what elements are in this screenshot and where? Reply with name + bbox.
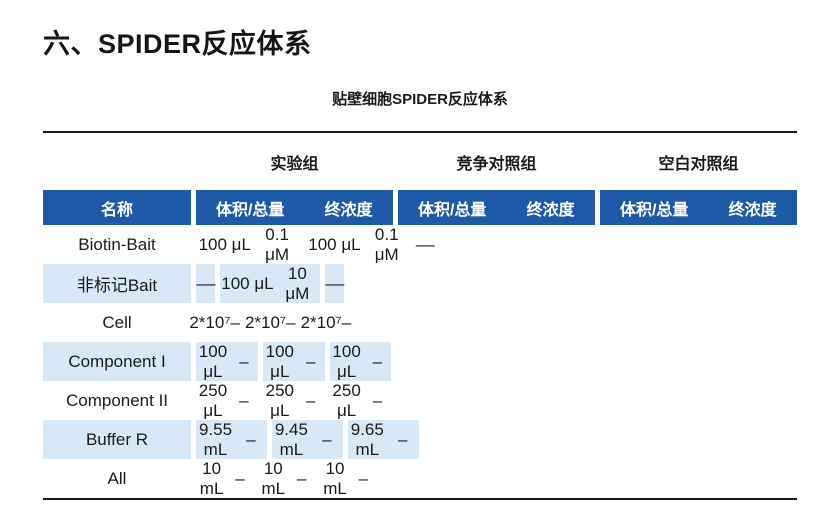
row-6-group-0: 10 mL – [196,459,253,498]
row-name: Component I [43,342,191,381]
cell-volume: 100 μL [308,234,361,254]
row-3-group-1: 100 μL – [262,341,325,381]
cell-concentration: – [286,312,296,332]
col-header-volume: 体积/总量 [398,190,507,225]
col-header-volume: 体积/总量 [196,190,305,225]
cell-concentration: – [305,390,316,410]
cell-volume: – [325,273,335,293]
cell-concentration: – [341,312,352,332]
cell-concentration: – [235,468,245,488]
cell-concentration: – [398,429,408,449]
cell-concentration: – [239,390,249,410]
table-row: Component I 100 μL –100 μL –100 μL – [43,342,797,381]
cell-concentration: – [305,351,316,371]
cell-concentration: – [322,429,332,449]
cell-concentration: – [358,468,369,488]
row-0-group-1: 100 μL 0.1 μM [306,225,411,264]
cell-concentration: – [425,234,435,254]
cell-volume: 100 μL [332,341,361,381]
row-4-group-1: 250 μL – [263,381,325,420]
row-1-group-2: – – [324,264,345,303]
row-5-group-0: 9.55 mL – [196,420,267,459]
table-row: 非标记Bait – –100 μL 10 μM – – [43,264,797,303]
cell-volume: 100 μL [221,273,274,293]
cell-volume: 100 μL [198,341,228,381]
cell-volume: 2*10⁷ [244,312,287,332]
cell-volume: 9.65 mL [350,419,384,459]
cell-concentration: 0.1 μM [265,224,290,264]
row-0-group-0: 100 μL 0.1 μM [196,225,301,264]
cell-volume: 250 μL [265,380,294,420]
cell-concentration: – [205,273,216,293]
row-0-group-2: – – [415,225,435,264]
col-header-concentration: 终浓度 [708,190,797,225]
cell-volume: 9.55 mL [198,419,233,459]
cell-volume: – [196,273,206,293]
row-3-group-0: 100 μL – [196,342,258,381]
row-name: Cell [102,312,132,332]
table-caption: 贴壁细胞SPIDER反应体系 [332,91,508,108]
row-2-group-0: 2*10⁷ – [189,303,247,342]
column-header-row: 名称 体积/总量 终浓度 体积/总量 终浓度 体积/总量 终浓度 [43,190,797,225]
row-5-group-2: 9.65 mL – [347,419,419,459]
row-2-group-2: 2*10⁷ – [300,303,358,342]
table-row: All 10 mL –10 mL –10 mL – [43,459,797,498]
cell-concentration: – [246,429,256,449]
cell-volume: 250 μL [198,380,228,420]
group-0-subheaders: 体积/总量 终浓度 [196,190,393,225]
cell-volume: 10 mL [199,458,224,498]
group-1-subheaders: 体积/总量 终浓度 [398,190,595,225]
table-top-rule [43,131,797,133]
page-title: 六、SPIDER反应体系 [43,29,312,59]
row-name: Buffer R [43,420,191,459]
cell-volume: 10 mL [261,458,286,498]
row-6-group-2: 10 mL – [319,459,376,498]
group-2-subheaders: 体积/总量 终浓度 [600,190,797,225]
table-row: Buffer R 9.55 mL –9.45 mL –9.65 mL – [43,420,797,459]
cell-volume: 9.45 mL [274,419,308,459]
group-header-2: 空白对照组 [658,155,739,173]
group-header-row: 实验组 竞争对照组 空白对照组 [43,133,797,190]
cell-concentration: 10 μM [285,263,310,303]
row-4-group-0: 250 μL – [196,381,258,420]
row-1-group-1: 100 μL 10 μM [219,263,320,303]
table-body: Biotin-Bait 100 μL 0.1 μM 100 μL 0.1 μM – – 非标记… [43,225,797,498]
cell-concentration: – [372,351,383,371]
row-1-group-0: – – [196,264,215,303]
cell-volume: 100 μL [198,234,251,254]
row-4-group-2: 250 μL – [330,381,392,420]
row-2-group-1: 2*10⁷ – [244,303,303,342]
cell-concentration: 0.1 μM [374,224,399,264]
table-row: Component II 250 μL –250 μL –250 μL – [43,381,797,420]
table-bottom-rule [43,498,797,500]
cell-volume: 100 μL [265,341,294,381]
cell-concentration: – [296,468,307,488]
row-name: 非标记Bait [43,264,191,303]
row-3-group-2: 100 μL – [329,341,392,381]
cell-concentration: – [239,351,249,371]
col-header-concentration: 终浓度 [304,190,393,225]
row-name: Component II [65,390,169,410]
row-6-group-1: 10 mL – [258,459,315,498]
reaction-system-table: 贴壁细胞SPIDER反应体系 实验组 竞争对照组 空白对照组 名称 体积/总量 终浓度体… [43,88,797,500]
cell-concentration: – [334,273,345,293]
table-row: Biotin-Bait 100 μL 0.1 μM 100 μL 0.1 μM – – [43,225,797,264]
cell-volume: 10 mL [323,458,347,498]
row-name: All [107,468,127,488]
cell-concentration: – [230,312,240,332]
col-header-name: 名称 [43,190,191,225]
row-name: Biotin-Bait [78,234,156,254]
table-row: Cell 2*10⁷ –2*10⁷ –2*10⁷ – [43,303,797,342]
cell-concentration: – [372,390,383,410]
row-5-group-1: 9.45 mL – [271,419,343,459]
cell-volume: – [415,234,426,254]
cell-volume: 2*10⁷ [189,312,231,332]
cell-volume: 2*10⁷ [300,312,342,332]
col-header-volume: 体积/总量 [600,190,709,225]
group-header-1: 竞争对照组 [456,155,537,173]
col-header-concentration: 终浓度 [506,190,595,225]
group-header-0: 实验组 [270,155,319,173]
cell-volume: 250 μL [332,380,361,420]
